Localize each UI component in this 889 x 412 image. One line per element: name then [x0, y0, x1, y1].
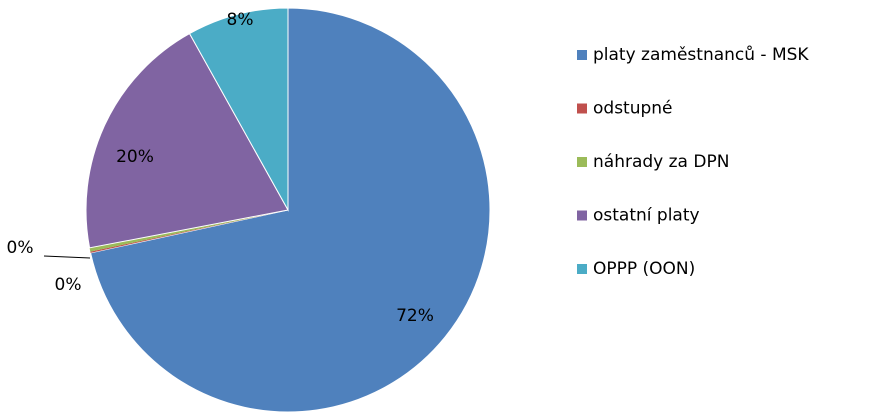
pie-slice — [89, 7, 491, 412]
legend-swatch — [577, 210, 587, 221]
legend-swatch — [577, 264, 587, 274]
legend-label: náhrady za DPN — [593, 152, 729, 172]
legend-swatch — [577, 50, 587, 60]
legend-label: ostatní platy — [593, 206, 700, 226]
legend-label: odstupné — [593, 99, 673, 119]
pie-slice — [85, 32, 289, 249]
data-label: 20% — [116, 147, 154, 167]
pie-slice — [90, 210, 288, 253]
data-label: 0% — [55, 275, 82, 295]
data-label: 72% — [396, 306, 434, 326]
pie-slice — [89, 210, 288, 252]
legend-swatch — [577, 157, 587, 167]
legend-swatch — [577, 103, 587, 114]
legend-label: platy zaměstnanců - MSK — [593, 45, 809, 65]
legend-label: OPPP (OON) — [593, 259, 695, 279]
data-label: 0% — [7, 238, 34, 258]
data-label: 8% — [227, 10, 254, 30]
leader-line — [43, 255, 91, 259]
pie-slice — [188, 7, 289, 212]
